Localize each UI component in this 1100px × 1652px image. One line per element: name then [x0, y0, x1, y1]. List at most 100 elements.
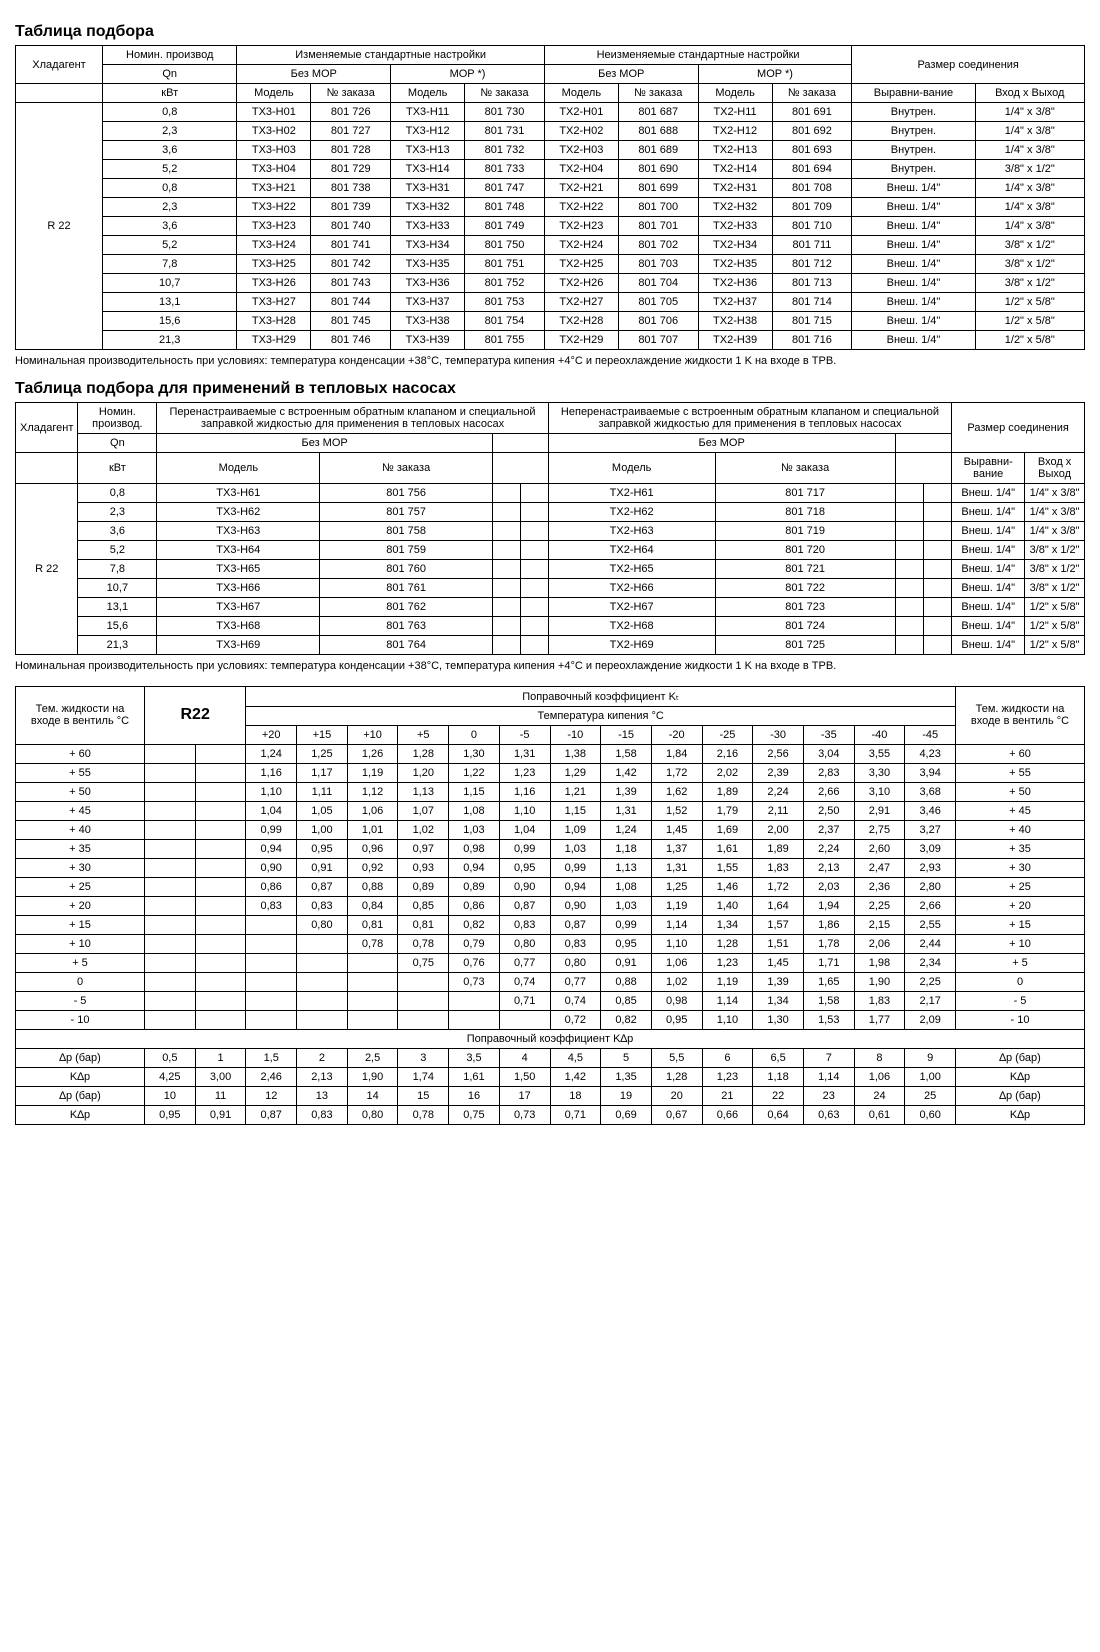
kt-value: [246, 972, 297, 991]
cell: 0,8: [78, 484, 157, 503]
dp-cell: 0,64: [753, 1105, 804, 1124]
kt-value: 1,15: [449, 782, 500, 801]
kt-value: 1,10: [651, 934, 702, 953]
cell: 801 724: [715, 617, 895, 636]
kt-value: 1,30: [753, 1010, 804, 1029]
dp-cell: 0,83: [297, 1105, 348, 1124]
dp-cell: 16: [449, 1086, 500, 1105]
spacer: [195, 744, 246, 763]
h-order: № заказа: [465, 84, 545, 103]
table1-title: Таблица подбора: [15, 23, 1085, 41]
cell: 801 741: [311, 236, 391, 255]
kt-value: 1,28: [702, 934, 753, 953]
kt-value: 1,23: [702, 953, 753, 972]
cell: Внеш. 1/4": [852, 331, 975, 350]
cell: Внеш. 1/4": [952, 484, 1025, 503]
kt-value: 1,65: [803, 972, 854, 991]
cell: 5,2: [78, 541, 157, 560]
h-io: Вход х Выход: [975, 84, 1084, 103]
cell: 801 764: [320, 636, 493, 655]
cell: [923, 636, 951, 655]
temp-right: + 20: [956, 896, 1085, 915]
spacer: [195, 896, 246, 915]
cell: 21,3: [78, 636, 157, 655]
cell: 10,7: [78, 579, 157, 598]
kt-value: [398, 972, 449, 991]
selection-table-2: Хладагент Номин. производ. Перенастраива…: [15, 402, 1085, 655]
temp-left: + 40: [16, 820, 145, 839]
cell: 801 716: [772, 331, 852, 350]
kt-value: 2,47: [854, 858, 905, 877]
dp-cell: 1,90: [347, 1067, 398, 1086]
cell: Внеш. 1/4": [852, 312, 975, 331]
cell: TX2-H25: [544, 255, 618, 274]
cell: Внеш. 1/4": [852, 236, 975, 255]
cell: Внутрен.: [852, 122, 975, 141]
dp-label-right: K∆p: [956, 1067, 1085, 1086]
cell: 1/2" x 5/8": [1025, 598, 1085, 617]
cell: TX2-H03: [544, 141, 618, 160]
col-header: +15: [297, 725, 348, 744]
kt-value: 1,24: [246, 744, 297, 763]
kt-value: 1,19: [347, 763, 398, 782]
temp-left: + 35: [16, 839, 145, 858]
dp-cell: 12: [246, 1086, 297, 1105]
dp-cell: 1,5: [246, 1048, 297, 1067]
cell: TX2-H63: [548, 522, 715, 541]
cell: TX2-H02: [544, 122, 618, 141]
dp-cell: 22: [753, 1086, 804, 1105]
h-order: № заказа: [311, 84, 391, 103]
h-nom: Номин. производ.: [78, 403, 157, 434]
h-kt: Поправочный коэффициент Kₜ: [246, 686, 956, 706]
h-liq-left: Тем. жидкости на входе в вентиль °C: [16, 686, 145, 744]
cell: 801 717: [715, 484, 895, 503]
dp-cell: 21: [702, 1086, 753, 1105]
cell: [895, 484, 923, 503]
cell: Внутрен.: [852, 160, 975, 179]
cell: TX3-H26: [237, 274, 311, 293]
cell: 801 740: [311, 217, 391, 236]
spacer: [145, 744, 196, 763]
cell: Внеш. 1/4": [952, 579, 1025, 598]
col-header: -35: [803, 725, 854, 744]
col-header: -5: [499, 725, 550, 744]
col-header: 0: [449, 725, 500, 744]
dp-cell: 5,5: [651, 1048, 702, 1067]
cell: TX2-H04: [544, 160, 618, 179]
kt-value: 0,80: [550, 953, 601, 972]
kt-value: 1,94: [803, 896, 854, 915]
cell: [520, 484, 548, 503]
dp-cell: 6: [702, 1048, 753, 1067]
kt-value: 1,52: [651, 801, 702, 820]
h-col2: Неперенастраиваемые с встроенным обратны…: [548, 403, 952, 434]
cell: 3/8" x 1/2": [1025, 579, 1085, 598]
spacer: [195, 763, 246, 782]
spacer: [195, 801, 246, 820]
cell: 801 700: [618, 198, 698, 217]
kt-value: 1,55: [702, 858, 753, 877]
cell: 801 730: [465, 103, 545, 122]
cell: [895, 636, 923, 655]
cell: 3/8" x 1/2": [1025, 560, 1085, 579]
cell: TX3-H65: [157, 560, 320, 579]
kt-value: 2,93: [905, 858, 956, 877]
cell: 3/8" x 1/2": [975, 255, 1084, 274]
cell: 801 701: [618, 217, 698, 236]
kt-value: 1,37: [651, 839, 702, 858]
col-header: -40: [854, 725, 905, 744]
kt-value: 0,80: [499, 934, 550, 953]
temp-left: + 50: [16, 782, 145, 801]
kt-value: 0,85: [601, 991, 652, 1010]
h-conn: Размер соединения: [952, 403, 1085, 453]
cell: 801 690: [618, 160, 698, 179]
cell: 801 739: [311, 198, 391, 217]
cell: TX3-H37: [391, 293, 465, 312]
kt-value: 1,79: [702, 801, 753, 820]
kt-value: 0,82: [449, 915, 500, 934]
cell: 801 757: [320, 503, 493, 522]
spacer: [145, 934, 196, 953]
cell: 801 691: [772, 103, 852, 122]
cell: TX3-H68: [157, 617, 320, 636]
col-header: -10: [550, 725, 601, 744]
cell: TX3-H31: [391, 179, 465, 198]
